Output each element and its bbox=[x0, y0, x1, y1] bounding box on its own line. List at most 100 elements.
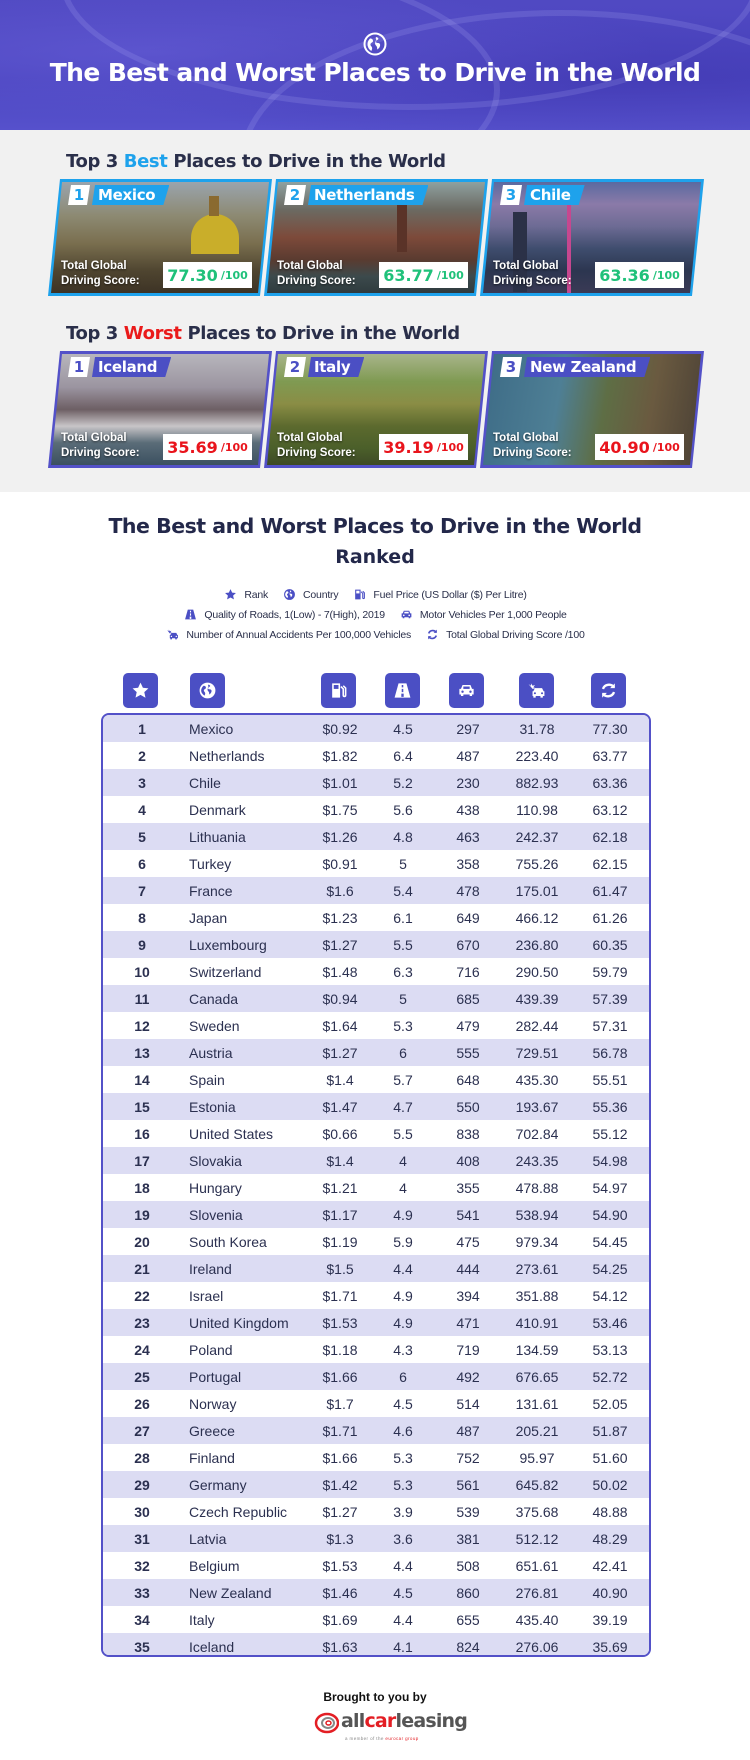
car-icon bbox=[459, 684, 474, 697]
cell-vehicles: 478 bbox=[456, 882, 480, 899]
cell-fuel: $1.66 bbox=[322, 1449, 358, 1466]
cell-vehicles: 471 bbox=[456, 1314, 480, 1331]
table-row: 33 New Zealand $1.46 4.5 860 276.81 40.90 bbox=[103, 1579, 649, 1606]
cell-country: United States bbox=[189, 1125, 274, 1142]
legend-score: Total Global Driving Score /100 bbox=[425, 628, 585, 641]
table-row: 13 Austria $1.27 6 555 729.51 56.78 bbox=[103, 1039, 649, 1066]
cell-fuel: $1.19 bbox=[322, 1233, 358, 1250]
legend-row-3: Number of Annual Accidents Per 100,000 V… bbox=[0, 628, 750, 641]
cell-score: 51.87 bbox=[592, 1422, 628, 1439]
column-header-accidents[interactable] bbox=[519, 673, 554, 708]
cell-fuel: $0.94 bbox=[322, 990, 358, 1007]
cell-country: Spain bbox=[189, 1071, 225, 1088]
cell-vehicles: 381 bbox=[456, 1530, 480, 1547]
cell-road: 4.4 bbox=[393, 1557, 413, 1574]
score-badge: 39.19/100 bbox=[379, 434, 468, 460]
cell-country: Chile bbox=[189, 774, 221, 791]
star-icon bbox=[225, 589, 237, 600]
cell-score: 62.18 bbox=[592, 828, 628, 845]
table-row: 8 Japan $1.23 6.1 649 466.12 61.26 bbox=[103, 904, 649, 931]
cell-country: Israel bbox=[189, 1287, 224, 1304]
cell-country: Turkey bbox=[189, 855, 232, 872]
car-crash-icon bbox=[167, 629, 179, 640]
score-label: Total Global Driving Score: bbox=[493, 432, 572, 459]
cell-road: 5 bbox=[399, 855, 407, 872]
cell-vehicles: 508 bbox=[456, 1557, 480, 1574]
cell-fuel: $1.26 bbox=[322, 828, 358, 845]
cell-road: 5.5 bbox=[393, 936, 413, 953]
cell-accidents: 276.81 bbox=[515, 1584, 559, 1601]
cell-road: 5.2 bbox=[393, 774, 413, 791]
cell-vehicles: 824 bbox=[456, 1638, 480, 1655]
cell-accidents: 676.65 bbox=[515, 1368, 559, 1385]
cell-fuel: $1.23 bbox=[322, 909, 358, 926]
cell-country: Poland bbox=[189, 1341, 233, 1358]
card-tag: 2 Italy bbox=[284, 357, 364, 377]
table-row: 27 Greece $1.71 4.6 487 205.21 51.87 bbox=[103, 1417, 649, 1444]
cell-accidents: 435.40 bbox=[515, 1611, 559, 1628]
cell-fuel: $1.7 bbox=[326, 1395, 354, 1412]
footer-credit: Brought to you by bbox=[323, 1690, 427, 1704]
cell-rank: 16 bbox=[134, 1125, 150, 1142]
cell-accidents: 95.97 bbox=[519, 1449, 555, 1466]
cell-country: Germany bbox=[189, 1476, 247, 1493]
score-badge: 63.36/100 bbox=[595, 262, 684, 288]
column-header-country[interactable] bbox=[190, 673, 225, 708]
allcarleasing-logo[interactable]: allcarleasing a member of the eurocar gr… bbox=[313, 1708, 468, 1748]
cell-fuel: $0.91 bbox=[322, 855, 358, 872]
cell-road: 6.3 bbox=[393, 963, 413, 980]
cell-accidents: 131.61 bbox=[515, 1395, 559, 1412]
cell-vehicles: 561 bbox=[456, 1476, 480, 1493]
title-prefix: Top 3 bbox=[66, 323, 124, 344]
cell-accidents: 205.21 bbox=[515, 1422, 559, 1439]
cell-road: 4.6 bbox=[393, 1422, 413, 1439]
cell-vehicles: 438 bbox=[456, 801, 480, 818]
column-header-rank[interactable] bbox=[123, 673, 158, 708]
cell-rank: 3 bbox=[138, 774, 146, 791]
table-row: 31 Latvia $1.3 3.6 381 512.12 48.29 bbox=[103, 1525, 649, 1552]
score-label: Total Global Driving Score: bbox=[61, 260, 140, 287]
column-header-road[interactable] bbox=[385, 673, 420, 708]
cell-vehicles: 230 bbox=[456, 774, 480, 791]
column-header-vehicles[interactable] bbox=[449, 673, 484, 708]
title-highlight-best: Best bbox=[123, 151, 168, 172]
cell-rank: 5 bbox=[138, 828, 146, 845]
cell-fuel: $1.71 bbox=[322, 1422, 358, 1439]
cell-rank: 34 bbox=[134, 1611, 150, 1628]
cell-score: 53.46 bbox=[592, 1314, 628, 1331]
country-name: Italy bbox=[308, 357, 364, 377]
cell-country: Estonia bbox=[189, 1098, 236, 1115]
cell-fuel: $1.27 bbox=[322, 1503, 358, 1520]
cell-fuel: $1.71 bbox=[322, 1287, 358, 1304]
table-row: 12 Sweden $1.64 5.3 479 282.44 57.31 bbox=[103, 1012, 649, 1039]
rank-number: 1 bbox=[68, 357, 90, 377]
table-row: 29 Germany $1.42 5.3 561 645.82 50.02 bbox=[103, 1471, 649, 1498]
cell-rank: 17 bbox=[134, 1152, 150, 1169]
cell-country: Portugal bbox=[189, 1368, 242, 1385]
cell-accidents: 276.06 bbox=[515, 1638, 559, 1655]
cell-rank: 30 bbox=[134, 1503, 150, 1520]
cell-vehicles: 463 bbox=[456, 828, 480, 845]
cell-score: 57.31 bbox=[592, 1017, 628, 1034]
cell-road: 4.5 bbox=[393, 1395, 413, 1412]
cell-vehicles: 297 bbox=[456, 720, 480, 737]
cell-road: 5.4 bbox=[393, 882, 413, 899]
table-row: 26 Norway $1.7 4.5 514 131.61 52.05 bbox=[103, 1390, 649, 1417]
cell-fuel: $1.4 bbox=[326, 1152, 354, 1169]
cell-country: Austria bbox=[189, 1044, 233, 1061]
cell-road: 6.1 bbox=[393, 909, 413, 926]
table-row: 19 Slovenia $1.17 4.9 541 538.94 54.90 bbox=[103, 1201, 649, 1228]
column-header-fuel[interactable] bbox=[321, 673, 356, 708]
fuel-pump-icon bbox=[332, 683, 347, 698]
column-header-score[interactable] bbox=[591, 673, 626, 708]
cell-fuel: $1.75 bbox=[322, 801, 358, 818]
cell-road: 4.9 bbox=[393, 1287, 413, 1304]
table-row: 34 Italy $1.69 4.4 655 435.40 39.19 bbox=[103, 1606, 649, 1633]
cell-score: 35.69 bbox=[592, 1638, 628, 1655]
rank-number: 1 bbox=[68, 185, 90, 205]
star-icon bbox=[132, 682, 149, 698]
worst-card-italy: 2 Italy Total Global Driving Score: 39.19… bbox=[264, 351, 488, 468]
cell-road: 4.5 bbox=[393, 720, 413, 737]
table-row: 17 Slovakia $1.4 4 408 243.35 54.98 bbox=[103, 1147, 649, 1174]
card-tag: 1 Mexico bbox=[68, 185, 169, 205]
